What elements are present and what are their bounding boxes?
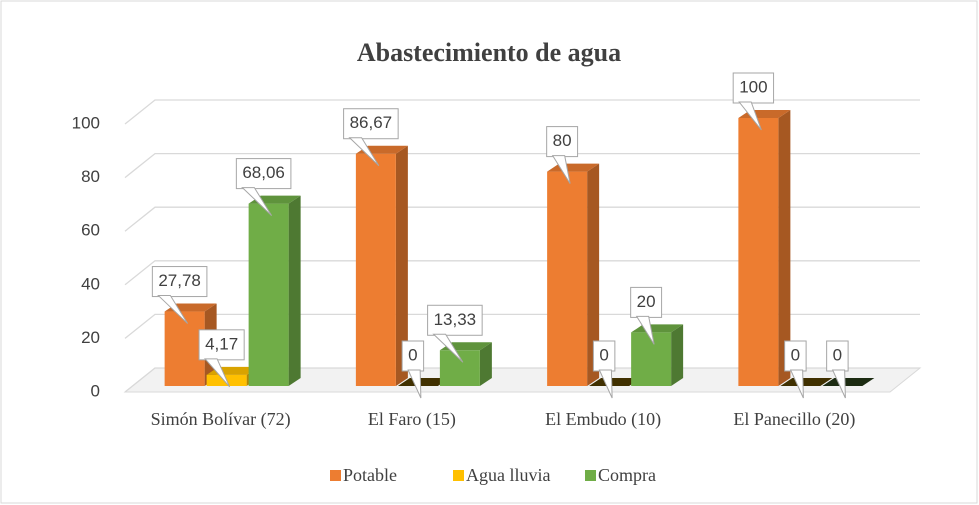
data-label-pointer [203,358,231,388]
bar-face [397,378,450,386]
bar-face [822,378,875,386]
bar [355,145,408,386]
bar [589,378,642,386]
y-tick-label: 20 [81,328,100,347]
y-tick-label: 60 [81,221,100,240]
bar [439,342,492,386]
data-label-pointer [432,333,464,363]
legend-label: Compra [598,465,656,485]
bar-face [395,145,408,386]
bar-face [738,118,779,386]
grid-line [124,260,920,286]
data-label-box [732,72,775,104]
x-tick-label: Simón Bolívar (72) [150,409,291,429]
data-label: 0 [791,345,800,364]
data-label-box [427,304,483,336]
legend-swatch [330,470,341,481]
grid-line [124,99,920,125]
legend-label: Potable [343,465,397,485]
bar-face [164,311,205,386]
bar-face [479,342,492,386]
bar-face [778,110,791,386]
bar [780,378,833,386]
data-label-pointer [738,101,762,131]
bar-face [631,332,672,386]
data-label: 0 [833,345,842,364]
x-tick-label: El Faro (15) [367,409,456,429]
data-label: 13,33 [434,310,477,329]
bar [822,378,875,386]
y-tick-label: 40 [81,274,100,293]
y-tick-label: 0 [91,381,100,400]
bar [631,324,684,386]
data-label: 100 [739,77,767,96]
x-tick-label: El Panecillo (20) [733,409,856,429]
data-label-pointer [598,369,613,399]
bar-face [355,153,396,386]
y-tick-label: 100 [72,113,100,132]
chart-title: Abastecimiento de agua [357,38,621,67]
data-label-pointer [157,295,189,324]
bar [738,110,791,386]
bar [547,163,600,386]
y-tick-label: 80 [81,167,100,186]
data-label-pointer [635,315,655,345]
data-label-pointer [348,137,380,167]
bar-face [587,163,600,386]
data-label-box [343,108,399,140]
bar-face [547,171,588,386]
bar-face [439,350,480,386]
data-label-pointer [789,369,804,399]
data-label: 80 [553,131,572,150]
x-tick-label: El Embudo (10) [545,409,662,429]
data-label-pointer [831,369,846,399]
data-label: 86,67 [350,113,393,132]
data-label-box [235,158,292,190]
legend-swatch [585,470,596,481]
data-label: 4,17 [205,334,238,353]
data-label: 0 [599,345,608,364]
bar [397,378,450,386]
data-label-pointer [407,369,422,399]
data-label: 68,06 [242,163,285,182]
data-label-pointer [241,187,273,216]
data-label: 0 [408,345,417,364]
data-label: 20 [637,292,656,311]
bar-face [248,203,289,386]
bar-face [671,324,684,386]
bar-face [589,378,642,386]
bar [248,195,301,386]
legend-swatch [453,470,464,481]
grid-line [124,313,920,339]
grid-line [124,206,920,232]
data-label-pointer [551,155,571,184]
data-label-box [151,266,208,298]
data-label: 27,78 [158,271,201,290]
legend-label: Agua lluvia [466,465,550,485]
grid-line [124,152,920,179]
bar-face [288,195,301,386]
data-label-box [198,329,245,361]
bar-face [780,378,833,386]
